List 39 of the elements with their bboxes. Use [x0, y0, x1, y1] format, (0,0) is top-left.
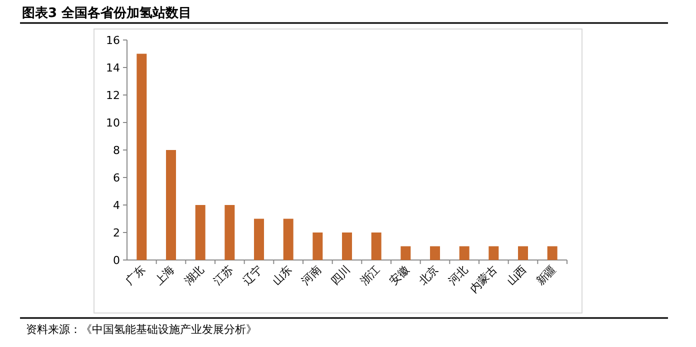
bar [430, 246, 440, 260]
bar [224, 205, 235, 260]
bar [400, 246, 411, 260]
x-tick-label: 新疆 [534, 262, 558, 288]
bar [283, 218, 294, 260]
x-tick-label: 广东 [123, 262, 148, 288]
bar [136, 54, 147, 260]
x-tick-label: 河南 [299, 262, 324, 288]
bar [547, 246, 558, 260]
x-tick-label: 上海 [152, 262, 178, 288]
y-tick-label: 12 [106, 89, 120, 102]
y-tick-label: 14 [106, 62, 120, 74]
y-tick-label: 16 [106, 34, 120, 47]
bar [254, 218, 264, 260]
text: 资料来源：《中国氢能基础设施产业发展分析》 [26, 323, 257, 336]
x-tick-label: 湖北 [182, 262, 206, 288]
x-tick-label: 山东 [270, 262, 294, 288]
bar [312, 232, 323, 260]
x-tick-label: 四川 [328, 262, 354, 288]
bar [371, 232, 382, 260]
y-tick-label: 10 [106, 116, 120, 130]
x-tick-label: 山西 [504, 262, 530, 288]
bar [166, 150, 176, 260]
x-tick-label: 北京 [416, 262, 442, 288]
x-tick-label: 江苏 [211, 262, 236, 288]
bar [488, 246, 499, 260]
bar [518, 246, 528, 260]
y-tick-label: 6 [113, 172, 120, 184]
y-tick-label: 0 [113, 254, 120, 267]
y-tick-label: 4 [113, 199, 120, 212]
x-tick-label: 辽宁 [240, 262, 266, 288]
chart-title: 图表3 全国各省份加氢站数目 [22, 6, 192, 21]
bar [342, 232, 352, 260]
y-tick-label: 2 [113, 226, 120, 240]
x-tick-label: 安徽 [387, 262, 412, 288]
bar [459, 246, 470, 260]
bar [195, 205, 206, 260]
x-tick-label: 浙江 [358, 262, 382, 288]
y-tick-label: 8 [113, 144, 120, 157]
